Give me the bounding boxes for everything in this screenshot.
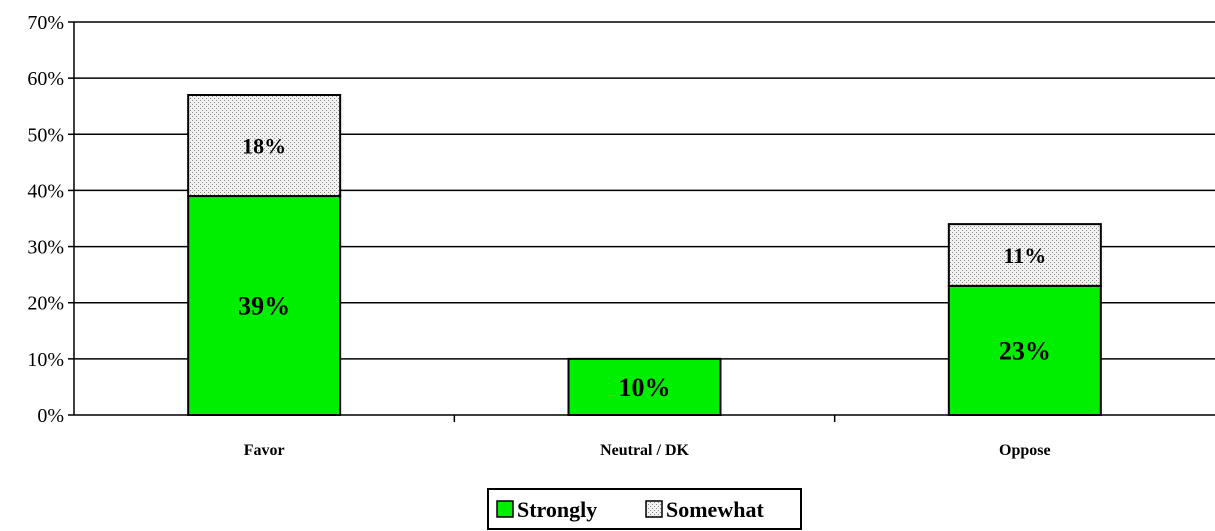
data-label: 18%	[242, 134, 286, 159]
y-tick-label: 60%	[27, 68, 64, 90]
bar-strongly-neutral-dk	[567, 357, 722, 417]
data-label: 23%	[999, 336, 1051, 365]
legend-box	[487, 488, 802, 530]
y-tick-label: 40%	[27, 180, 64, 202]
y-tick-label: 20%	[27, 293, 64, 315]
bars: 39% 18% 10% 23% 11%	[187, 93, 1102, 417]
y-tick-label: 10%	[27, 349, 64, 371]
axes	[68, 21, 1215, 422]
x-axis-category-labels: Favor Neutral / DK Oppose	[244, 442, 1051, 459]
y-tick-label: 50%	[27, 124, 64, 146]
legend-swatch-strongly	[496, 500, 514, 518]
legend-swatch-somewhat	[645, 500, 663, 518]
data-label: 39%	[238, 292, 290, 321]
bar-somewhat-oppose	[947, 223, 1102, 287]
legend-label-strongly: Strongly	[517, 497, 597, 522]
y-tick-label: 0%	[37, 405, 64, 427]
data-label: 10%	[619, 373, 671, 402]
bar-somewhat-favor	[187, 93, 342, 198]
y-tick-label: 30%	[27, 237, 64, 259]
x-category-label: Favor	[244, 442, 285, 459]
y-axis-tick-labels: 0% 10% 20% 30% 40% 50% 60% 70%	[27, 12, 64, 427]
bar-strongly-oppose	[947, 284, 1102, 416]
legend-label-somewhat: Somewhat	[666, 497, 764, 522]
x-category-label: Oppose	[999, 442, 1051, 459]
y-tick-label: 70%	[27, 12, 64, 34]
x-category-label: Neutral / DK	[600, 442, 689, 459]
legend: Strongly Somewhat	[487, 488, 802, 530]
data-label: 11%	[1003, 243, 1046, 268]
